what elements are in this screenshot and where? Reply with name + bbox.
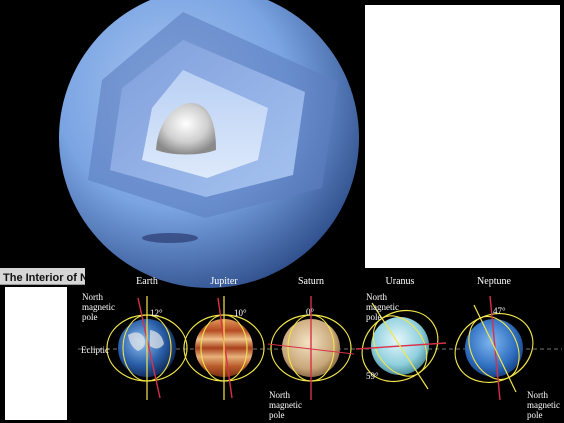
ecliptic-label: Ecliptic	[81, 345, 109, 355]
planet-saturn	[267, 296, 355, 400]
planet-label-jupiter: Jupiter	[210, 276, 238, 287]
planet-jupiter	[183, 296, 265, 400]
north-pole-label-neptune: North magnetic pole	[527, 390, 560, 420]
dark-spot	[142, 233, 198, 243]
planet-neptune	[454, 295, 534, 401]
rocky-core	[156, 103, 216, 155]
blank-panel-right	[365, 5, 560, 268]
tilt-earth: 12°	[150, 308, 163, 318]
planet-label-uranus: Uranus	[385, 276, 415, 287]
caption-bar: The Interior of N	[0, 268, 85, 285]
tilt-neptune: 47°	[493, 306, 506, 316]
neptune-cutaway	[59, 0, 359, 288]
blank-panel-left	[5, 287, 67, 420]
planet-uranus	[355, 302, 447, 390]
tilt-uranus: 59°	[366, 371, 379, 381]
tilt-saturn: 0°	[306, 307, 315, 317]
tilt-jupiter: 10°	[234, 308, 247, 318]
planet-earth	[106, 296, 188, 400]
north-pole-label-jupiter: North magnetic pole	[269, 390, 302, 420]
planet-label-neptune: Neptune	[477, 276, 511, 287]
magnetic-field-diagram	[78, 295, 562, 401]
north-pole-label-earth: North magnetic pole	[82, 292, 115, 322]
planet-label-saturn: Saturn	[297, 276, 325, 287]
north-pole-label-uranus: North magnetic pole	[366, 292, 399, 322]
planet-label-earth: Earth	[136, 276, 158, 287]
caption-text: The Interior of N	[3, 272, 85, 284]
